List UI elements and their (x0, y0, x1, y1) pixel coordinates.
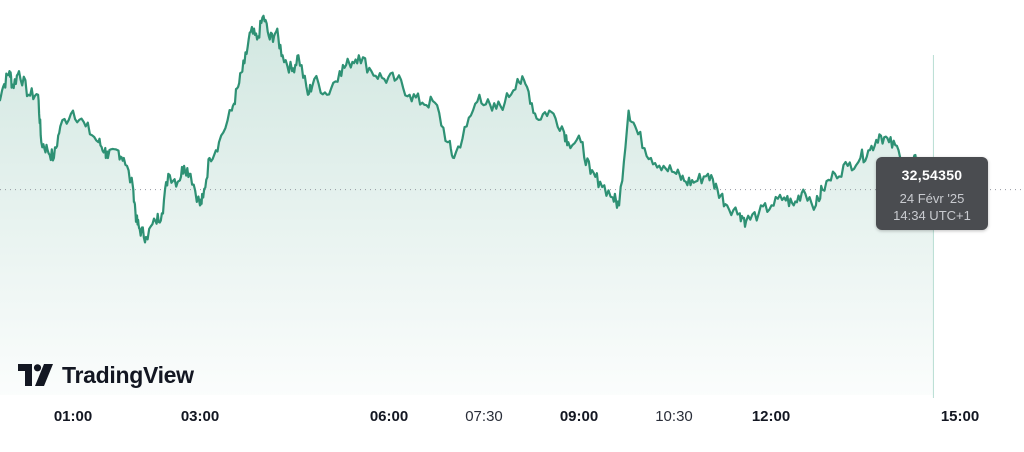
x-tick-label: 07:30 (465, 408, 503, 425)
x-tick-label: 09:00 (560, 408, 598, 425)
tooltip-time: 14:34 UTC+1 (893, 208, 971, 223)
x-tick-label: 01:00 (54, 408, 92, 425)
series-line (0, 14, 935, 244)
x-tick-label: 12:00 (752, 408, 790, 425)
crosshair-tooltip: 32,54350 24 Févr '25 14:34 UTC+1 (876, 157, 988, 230)
x-tick-label: 03:00 (181, 408, 219, 425)
x-axis: 01:00 03:00 06:00 07:30 09:00 10:30 12:00 15:00 (54, 408, 979, 425)
tooltip-value: 32,54350 (901, 167, 963, 183)
x-tick-label: 10:30 (655, 408, 693, 425)
x-tick-label: 06:00 (370, 408, 408, 425)
logo-text: TradingView (62, 361, 194, 388)
x-tick-label: 15:00 (941, 408, 979, 425)
tooltip-date: 24 Févr '25 (899, 191, 965, 206)
tradingview-logo[interactable]: TradingView (18, 360, 194, 390)
tradingview-logo-icon (18, 364, 53, 386)
area-fill (0, 15, 934, 395)
